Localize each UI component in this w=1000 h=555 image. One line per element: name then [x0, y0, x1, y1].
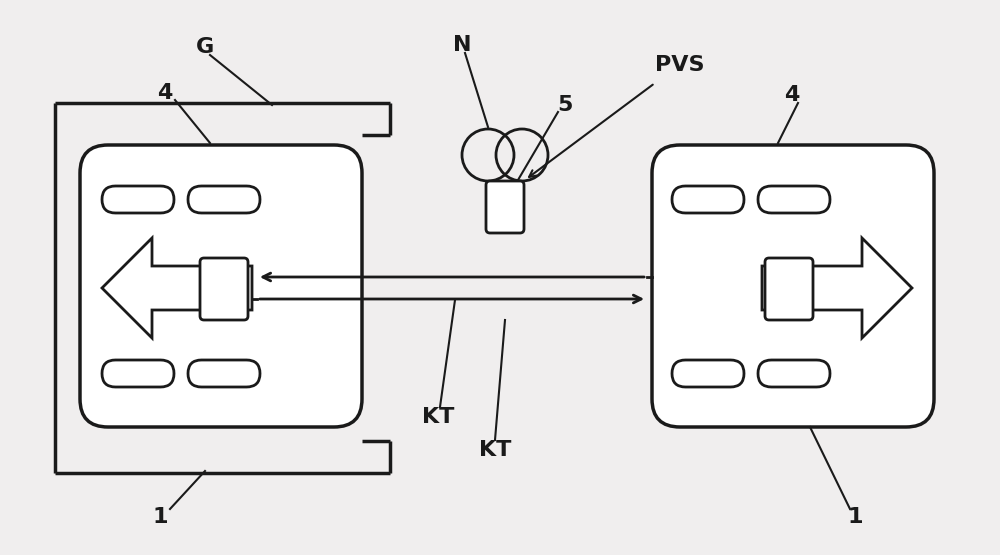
FancyBboxPatch shape	[102, 186, 174, 213]
Text: KT: KT	[422, 407, 454, 427]
FancyBboxPatch shape	[188, 360, 260, 387]
Text: 1: 1	[152, 507, 168, 527]
FancyBboxPatch shape	[102, 360, 174, 387]
Text: KT: KT	[479, 440, 511, 460]
FancyBboxPatch shape	[672, 360, 744, 387]
Text: 1: 1	[847, 507, 863, 527]
Text: 4: 4	[157, 83, 173, 103]
FancyBboxPatch shape	[80, 145, 362, 427]
FancyBboxPatch shape	[672, 186, 744, 213]
Text: 5: 5	[557, 95, 573, 115]
FancyBboxPatch shape	[758, 186, 830, 213]
Text: 4: 4	[784, 85, 800, 105]
FancyBboxPatch shape	[188, 186, 260, 213]
Text: N: N	[453, 35, 471, 55]
Polygon shape	[102, 238, 252, 338]
FancyBboxPatch shape	[765, 258, 813, 320]
FancyBboxPatch shape	[200, 258, 248, 320]
FancyBboxPatch shape	[758, 360, 830, 387]
Text: PVS: PVS	[655, 55, 705, 75]
Text: G: G	[196, 37, 214, 57]
Polygon shape	[762, 238, 912, 338]
FancyBboxPatch shape	[652, 145, 934, 427]
FancyBboxPatch shape	[486, 181, 524, 233]
